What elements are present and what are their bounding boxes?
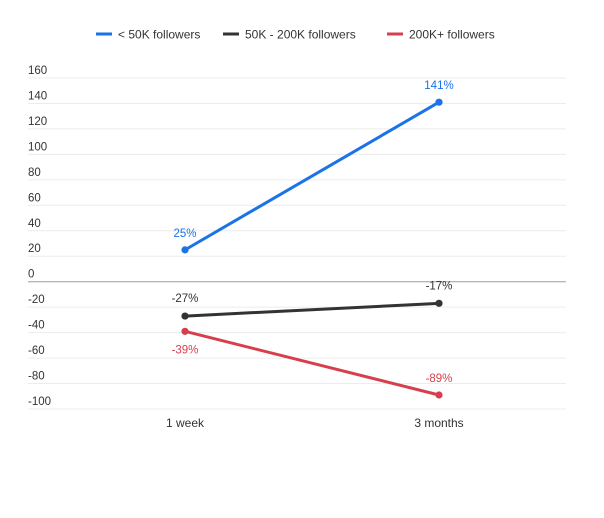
- legend-label: 50K - 200K followers: [245, 28, 356, 42]
- data-label: -17%: [426, 280, 453, 292]
- series: 25% 141% -27% -17% -39% -89%: [172, 80, 454, 399]
- data-label: 25%: [173, 228, 196, 240]
- y-tick-label: -60: [28, 345, 45, 357]
- legend-item: 50K - 200K followers: [223, 28, 356, 42]
- y-tick-label: 0: [28, 269, 34, 281]
- x-tick-label: 3 months: [414, 416, 463, 430]
- y-tick-label: 80: [28, 167, 41, 179]
- y-tick-label: 40: [28, 218, 41, 230]
- x-axis: 1 week 3 months: [166, 416, 464, 430]
- series-line: [183, 301, 441, 318]
- grid: [28, 77, 566, 410]
- data-label: -89%: [426, 373, 453, 385]
- series-line: [183, 329, 441, 397]
- data-point: [435, 98, 443, 106]
- y-tick-label: 60: [28, 192, 41, 204]
- series-0: 25% 141%: [173, 80, 454, 254]
- legend-label: 200K+ followers: [409, 28, 495, 42]
- data-point: [435, 299, 443, 307]
- y-tick-label: -80: [28, 371, 45, 383]
- y-tick-label: 160: [28, 65, 47, 77]
- data-point: [435, 391, 443, 399]
- legend-item: 200K+ followers: [387, 28, 495, 42]
- legend-item: < 50K followers: [96, 28, 200, 42]
- data-point: [181, 246, 189, 254]
- series-2: -39% -89%: [172, 327, 453, 399]
- legend-label: < 50K followers: [118, 28, 200, 42]
- data-point: [181, 312, 189, 320]
- data-label: -39%: [172, 344, 199, 356]
- y-tick-label: -100: [28, 396, 51, 408]
- data-label: -27%: [172, 293, 199, 305]
- y-tick-label: -40: [28, 320, 45, 332]
- y-tick-label: 100: [28, 141, 47, 153]
- x-tick-label: 1 week: [166, 416, 205, 430]
- data-point: [181, 327, 189, 335]
- series-line: [183, 100, 441, 252]
- series-1: -27% -17%: [172, 280, 453, 320]
- y-axis: 160 140 120 100 80 60 40 20 0 -20 -40 -60 -80 -100: [28, 65, 51, 408]
- y-tick-label: 140: [28, 90, 47, 102]
- data-label: 141%: [424, 80, 453, 92]
- y-tick-label: 120: [28, 116, 47, 128]
- y-tick-label: -20: [28, 294, 45, 306]
- y-tick-label: 20: [28, 243, 41, 255]
- legend: < 50K followers 50K - 200K followers 200K+…: [96, 28, 495, 42]
